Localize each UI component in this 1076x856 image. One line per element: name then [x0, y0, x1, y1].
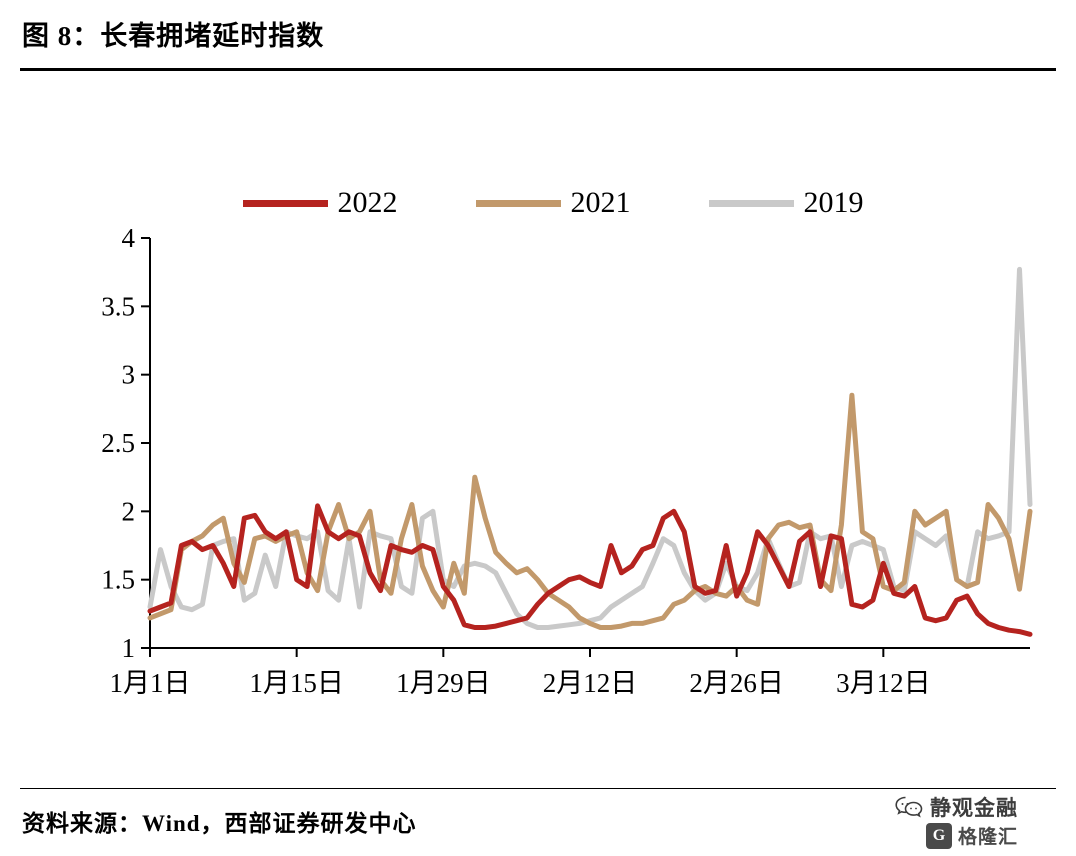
x-axis-tick-label: 1月29日: [396, 668, 491, 698]
legend-label-2021: 2021: [570, 186, 631, 219]
y-axis-tick-label: 2: [122, 496, 136, 526]
watermark: 静观金融: [895, 792, 1018, 822]
gelonghui-logo-icon: G: [925, 822, 952, 849]
x-axis-tick-label: 3月12日: [836, 668, 931, 698]
wechat-icon: [895, 796, 923, 818]
footer-divider: [20, 788, 1056, 789]
series-line-2019: [147, 266, 1033, 630]
legend-item-2021: 2021: [475, 186, 631, 220]
series-line-2022: [147, 503, 1033, 637]
legend-item-2022: 2022: [242, 186, 398, 220]
legend-item-2019: 2019: [708, 186, 864, 220]
gelonghui-logo-text: 格隆汇: [957, 827, 1018, 848]
source-note: 资料来源：Wind，西部证券研发中心: [22, 811, 417, 836]
x-axis-tick-label: 1月15日: [249, 668, 344, 698]
y-axis-tick-label: 1: [122, 633, 136, 663]
y-axis-tick-label: 2.5: [101, 428, 135, 458]
x-axis-tick-label: 2月12日: [543, 668, 638, 698]
legend-swatch-2021: [475, 199, 561, 207]
x-axis-tick-label: 2月26日: [689, 668, 784, 698]
chart-legend: 2022 2021 2019: [0, 186, 1076, 220]
y-axis-tick-label: 3: [122, 360, 136, 390]
legend-swatch-2019: [708, 199, 794, 207]
watermark-brand-text: 静观金融: [930, 796, 1018, 820]
x-axis-tick-label: 1月1日: [110, 668, 191, 698]
y-axis-tick-label: 3.5: [101, 291, 135, 321]
figure-title: 图 8：长春拥堵延时指数: [22, 21, 325, 51]
title-divider: [20, 68, 1056, 71]
legend-label-2019: 2019: [803, 186, 864, 219]
line-chart: 1 1.5 2 2.5 3 3.5 4 1月1日 1月15日 1月29日 2月12日 2月26日 3月1…: [101, 223, 1033, 698]
series-line-2021: [147, 392, 1033, 630]
y-axis-tick-label: 1.5: [101, 565, 135, 595]
legend-swatch-2022: [242, 199, 328, 207]
y-axis-tick-label: 4: [122, 223, 136, 253]
legend-label-2022: 2022: [337, 186, 398, 219]
gelonghui-logo: G 格隆汇: [925, 822, 1018, 849]
